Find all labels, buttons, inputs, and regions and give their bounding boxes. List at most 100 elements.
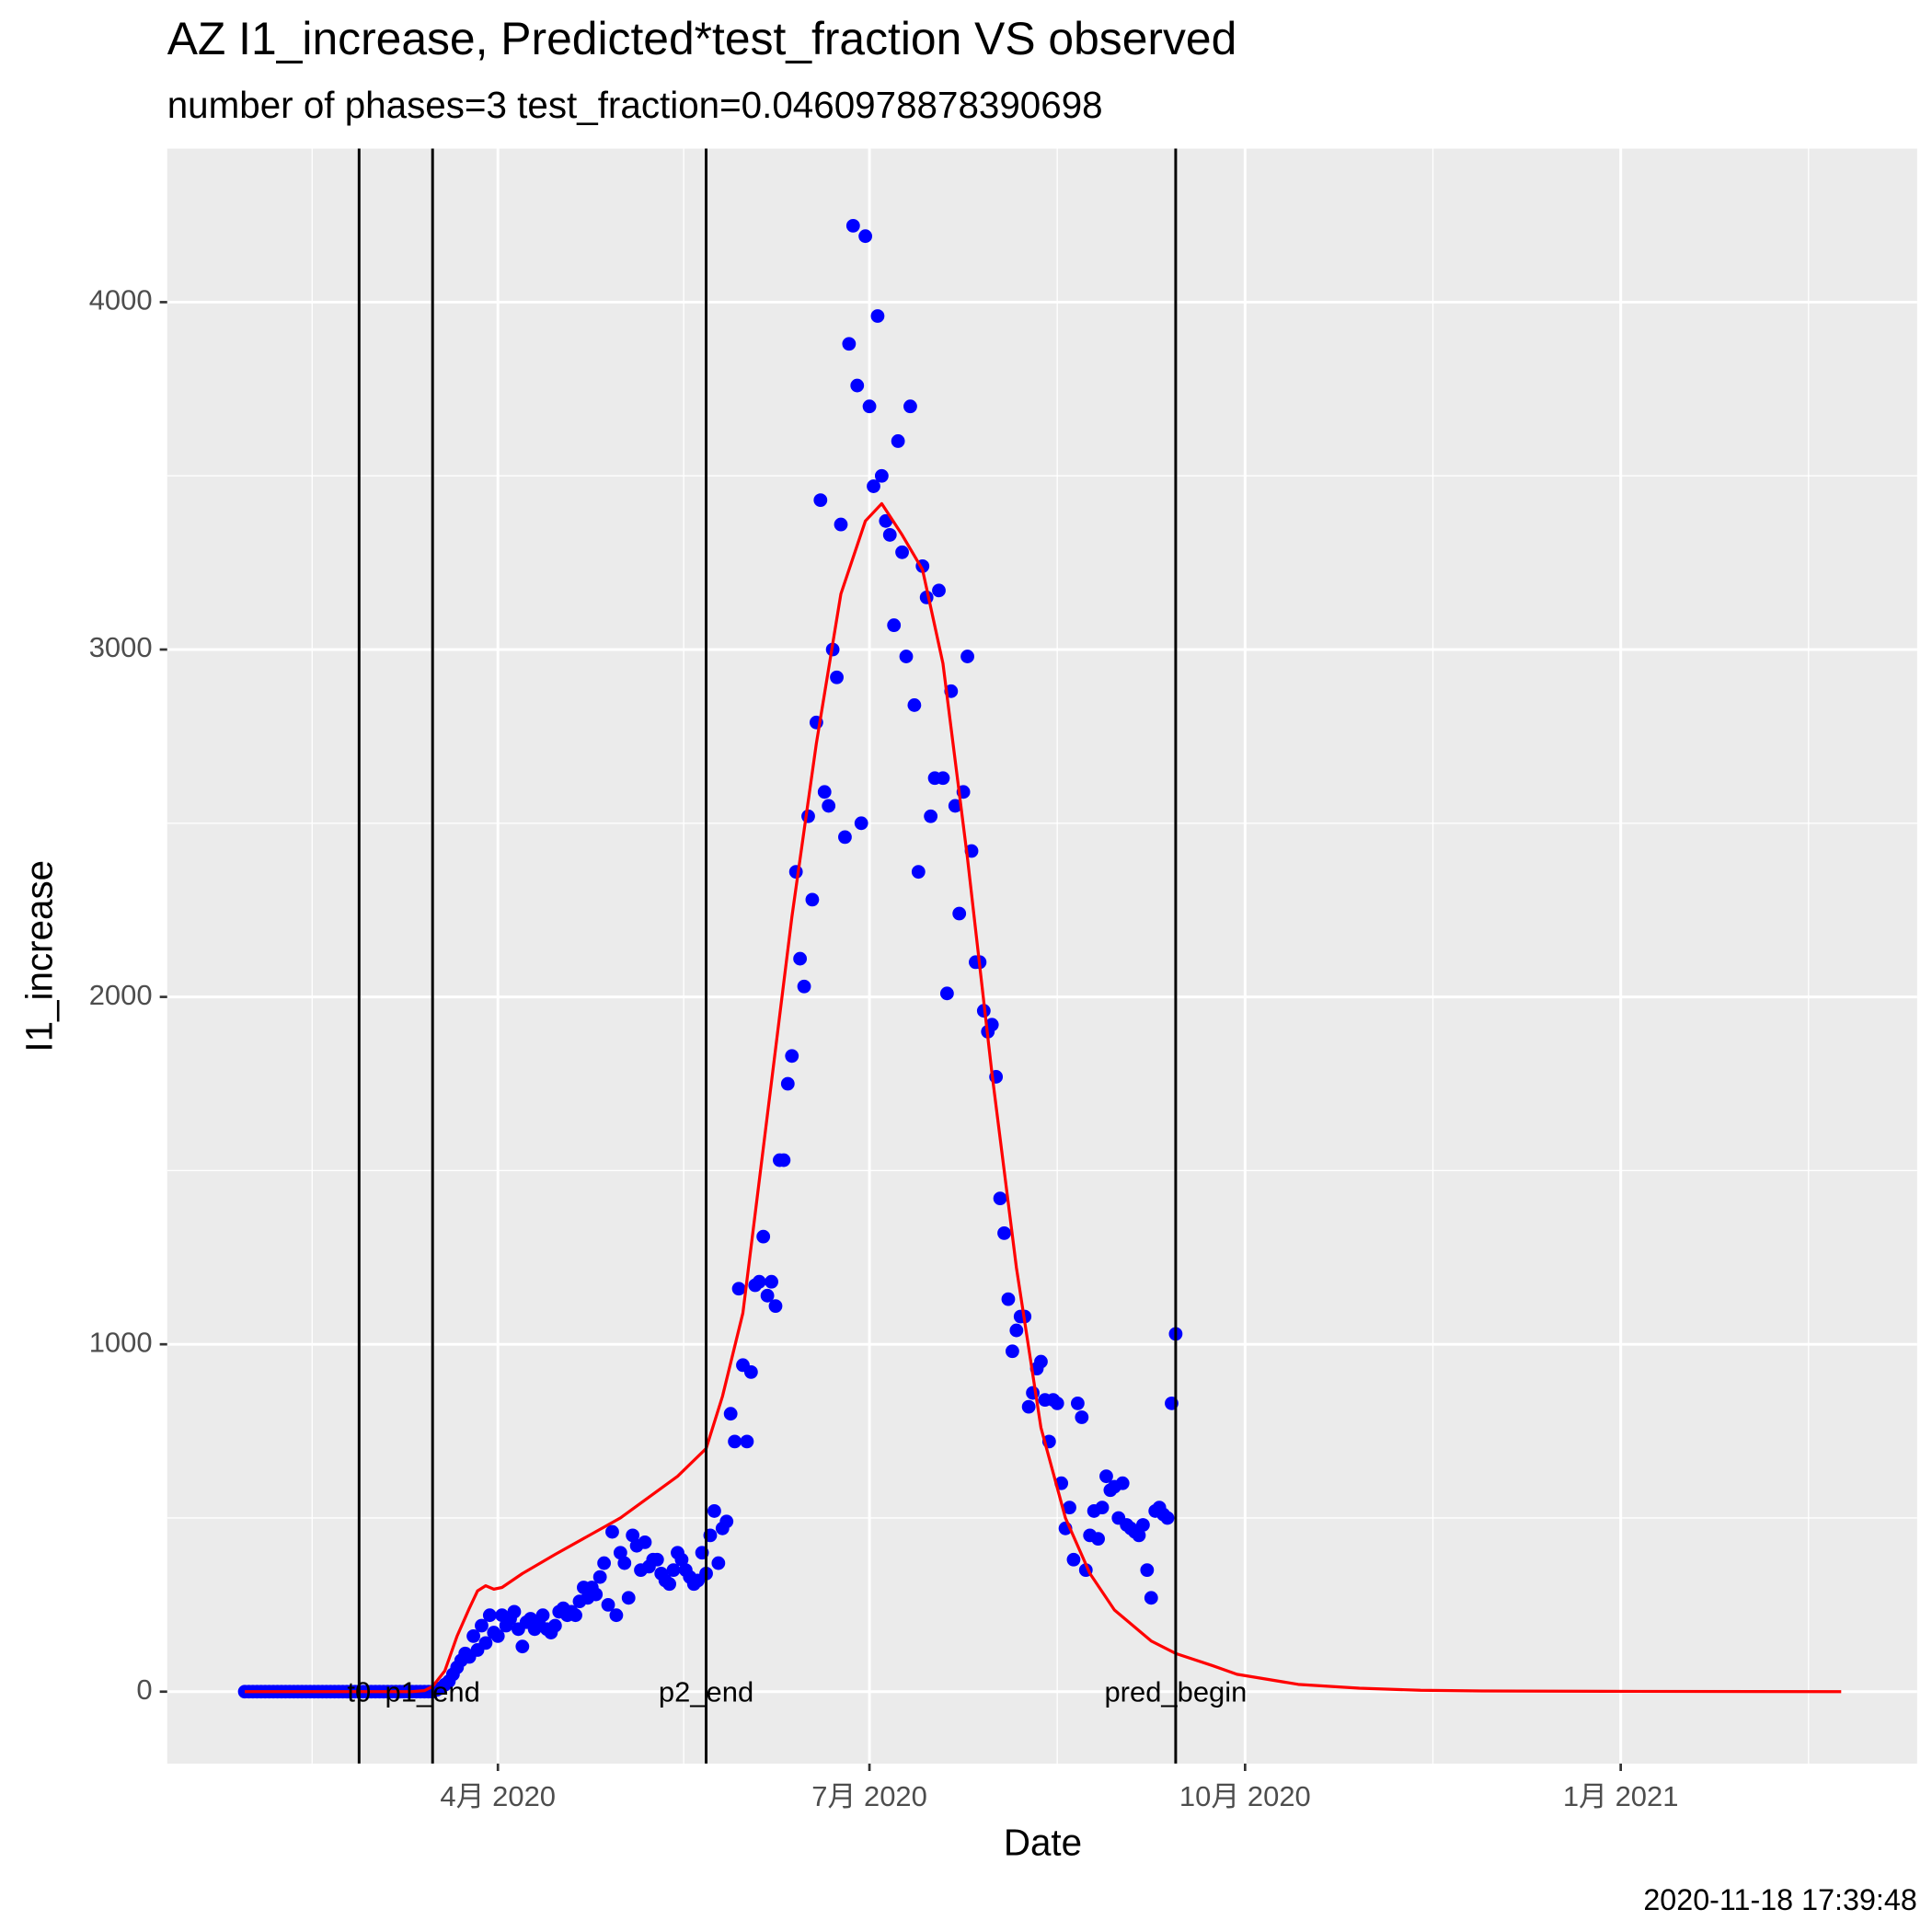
data-point [842, 337, 857, 351]
data-point [569, 1608, 582, 1623]
data-point [936, 771, 950, 786]
data-point [830, 670, 844, 684]
data-point [1005, 1344, 1019, 1359]
data-point [948, 799, 962, 813]
x-tick-label: 4月 2020 [440, 1780, 556, 1812]
chart-subtitle: number of phases=3 test_fraction=0.04609… [167, 84, 1103, 126]
data-point [862, 399, 877, 414]
data-point [547, 1618, 562, 1633]
data-point [765, 1274, 778, 1289]
data-point [895, 545, 909, 559]
data-point [650, 1552, 664, 1567]
data-point [475, 1618, 489, 1633]
data-point [1136, 1518, 1150, 1532]
data-point [870, 309, 885, 323]
data-point [813, 493, 828, 508]
data-point [1140, 1563, 1155, 1578]
x-tick-label: 10月 2020 [1179, 1780, 1311, 1812]
y-tick-label: 1000 [89, 1326, 153, 1358]
y-tick-label: 2000 [89, 979, 153, 1011]
phase-label: p1_end [385, 1676, 480, 1708]
data-point [756, 1229, 771, 1244]
y-tick-label: 4000 [89, 284, 153, 316]
data-point [776, 1153, 791, 1167]
data-point [592, 1570, 607, 1584]
data-point [1144, 1591, 1158, 1605]
data-point [805, 892, 820, 907]
data-point [535, 1608, 550, 1623]
data-point [617, 1556, 632, 1570]
data-point [817, 785, 832, 799]
y-tick-label: 3000 [89, 631, 153, 663]
data-point [613, 1546, 627, 1560]
data-point [850, 378, 865, 393]
data-point [867, 479, 880, 493]
data-point [662, 1577, 677, 1592]
data-point [638, 1535, 652, 1549]
data-point [932, 583, 946, 598]
data-point [1091, 1532, 1105, 1547]
data-point [845, 218, 860, 233]
data-point [1070, 1396, 1085, 1410]
data-point [490, 1628, 505, 1643]
data-point [621, 1591, 636, 1605]
data-point [609, 1608, 624, 1623]
data-point [1099, 1469, 1113, 1484]
data-point [752, 1274, 766, 1289]
data-point [760, 1288, 775, 1303]
data-point [605, 1524, 619, 1539]
data-point [728, 1434, 742, 1449]
data-point [1063, 1501, 1076, 1515]
data-point [482, 1608, 497, 1623]
data-point [743, 1364, 758, 1379]
data-point [788, 865, 803, 880]
phase-label: p2_end [659, 1676, 753, 1708]
data-point [723, 1407, 738, 1421]
data-point [719, 1514, 734, 1529]
data-point [1066, 1552, 1081, 1567]
data-point [997, 1225, 1011, 1240]
data-point [711, 1556, 726, 1570]
data-point [768, 1299, 783, 1314]
phase-label: pred_begin [1104, 1676, 1247, 1708]
data-point [1001, 1292, 1016, 1306]
data-point [882, 528, 897, 542]
data-point [601, 1597, 615, 1612]
chart-title: AZ I1_increase, Predicted*test_fraction … [167, 13, 1237, 64]
data-point [899, 650, 914, 663]
data-point [1095, 1501, 1110, 1515]
data-point [780, 1076, 795, 1091]
phase-label: t0 [347, 1676, 371, 1708]
data-point [478, 1636, 493, 1650]
data-point [1132, 1528, 1146, 1543]
data-point [984, 1018, 999, 1032]
data-point [507, 1604, 522, 1619]
data-point [858, 229, 873, 244]
caption: 2020-11-18 17:39:48 [1643, 1883, 1917, 1916]
y-axis-title: I1_increase [17, 860, 60, 1052]
data-point [597, 1556, 611, 1570]
data-point [924, 809, 938, 823]
data-point [1034, 1354, 1048, 1369]
y-tick-label: 0 [136, 1673, 152, 1706]
data-point [740, 1434, 754, 1449]
data-point [887, 618, 902, 632]
data-point [1115, 1476, 1130, 1490]
data-point [793, 951, 808, 966]
data-point [907, 698, 922, 712]
data-point [589, 1587, 604, 1602]
x-tick-label: 1月 2021 [1563, 1780, 1679, 1812]
data-point [1050, 1396, 1064, 1410]
data-point [1021, 1399, 1036, 1414]
data-point [1160, 1511, 1175, 1525]
data-point [874, 468, 889, 483]
data-point [666, 1563, 681, 1578]
data-point [993, 1191, 1007, 1205]
data-point [515, 1639, 530, 1654]
data-point [731, 1282, 746, 1296]
data-point [822, 799, 836, 813]
data-point [797, 979, 811, 994]
data-point [952, 906, 967, 921]
plot-panel [167, 148, 1917, 1764]
